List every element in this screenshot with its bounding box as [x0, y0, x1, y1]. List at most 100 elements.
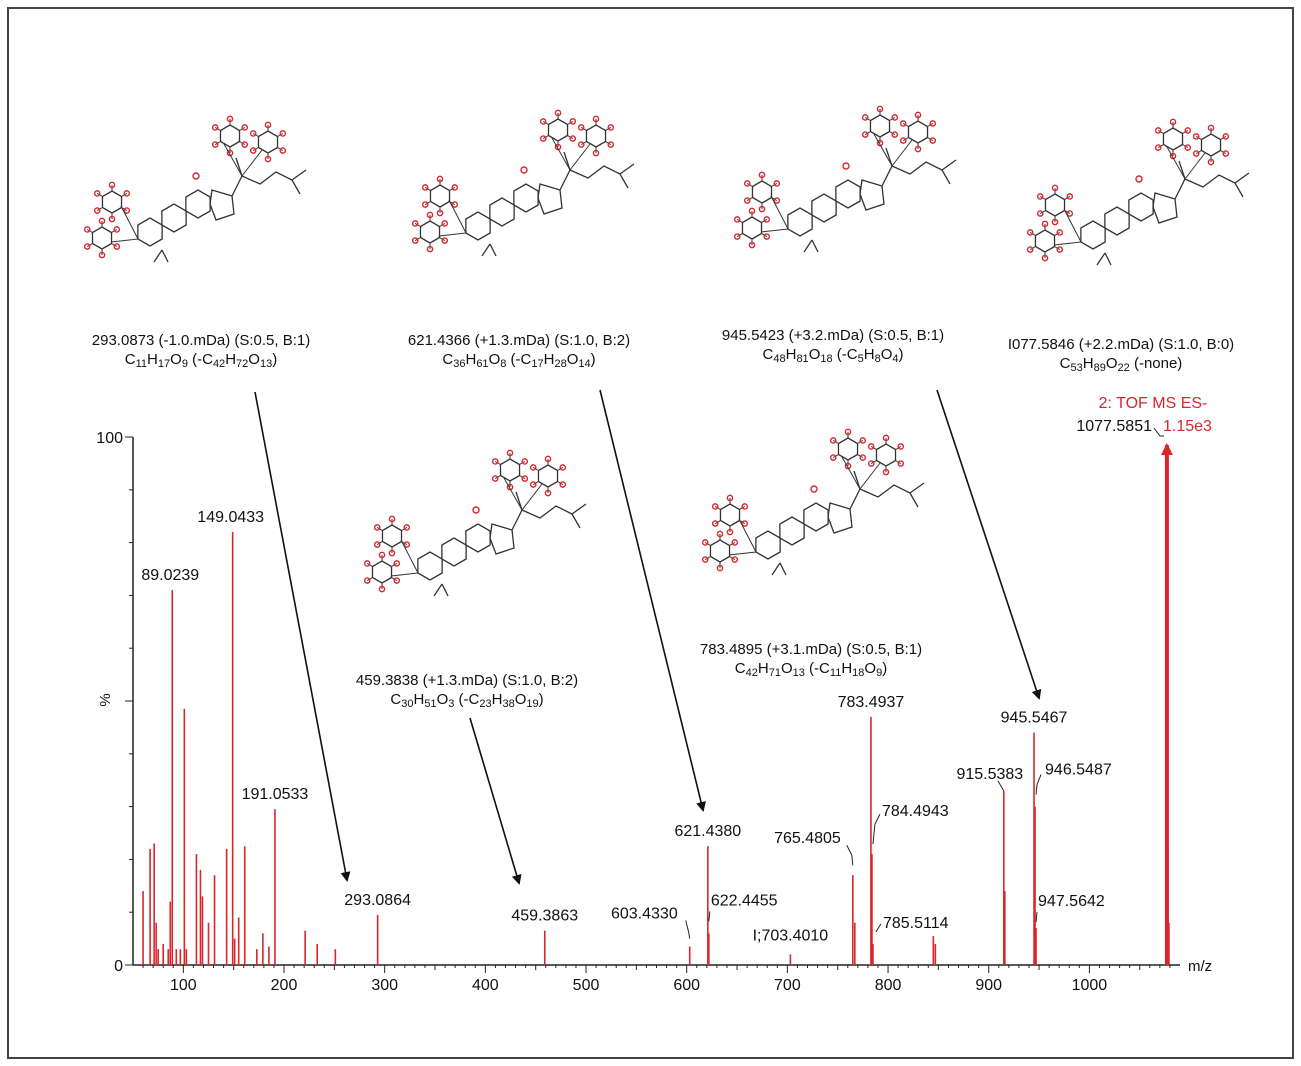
sugar-ring	[751, 180, 773, 204]
annotation-621: 621.4366 (+1.3.mDa) (S:1.0, B:2) C36H61O…	[374, 331, 664, 370]
oxygen-atom	[441, 237, 449, 244]
oxygen-atom	[1192, 133, 1200, 140]
glycosidic-bond	[110, 238, 139, 243]
oxygen-atom	[421, 201, 429, 208]
y-tick-label: 0	[114, 958, 123, 975]
oxygen-atom	[577, 141, 585, 148]
oxygen-atom	[411, 237, 419, 244]
oxygen-atom	[264, 121, 272, 129]
x-tick-label: 600	[673, 977, 700, 994]
glycoside-structure	[411, 109, 635, 257]
carbon-ring	[417, 551, 443, 581]
molecular-structures	[83, 105, 1250, 597]
oxygen-atom	[83, 243, 91, 250]
figure-frame	[7, 7, 1294, 1059]
base-peak-label: 1077.5851	[1076, 418, 1152, 435]
oxygen-atom	[882, 468, 890, 476]
oxygen-atom	[241, 124, 249, 131]
carbon-ring	[1128, 192, 1154, 222]
annotation-783-mass: 783.4895 (+3.1.mDa) (S:0.5, B:1)	[699, 641, 923, 658]
oxygen-atom	[1169, 118, 1177, 126]
oxygen-atom	[773, 180, 781, 187]
sugar-ring	[547, 118, 569, 142]
carbon-ring	[489, 197, 515, 227]
sugar-ring	[1034, 229, 1056, 253]
annotation-621-formula: C36H61O8 (-C17H28O14)	[442, 351, 596, 370]
peak-label: 784.4943	[882, 803, 949, 820]
oxygen-atom	[701, 556, 709, 563]
methyl-bond	[571, 503, 587, 515]
legend-title: 2: TOF MS ES-	[1099, 395, 1208, 412]
oxygen-atom	[1207, 158, 1215, 166]
oxygen-atom	[249, 130, 257, 137]
intensity-max-label: 1.15e3	[1163, 418, 1212, 435]
peaks	[142, 443, 1173, 965]
carbon-ring	[137, 217, 163, 247]
peak-label: 149.0433	[197, 509, 264, 526]
x-axis-label: m/z	[1188, 958, 1212, 975]
sugar-ring	[837, 437, 859, 461]
sugar-ring	[741, 216, 763, 240]
oxygen-atom	[264, 155, 272, 163]
peak-label: I;703.4010	[753, 927, 829, 944]
peak-label-leader	[997, 780, 1005, 792]
oxygen-atom	[733, 216, 741, 223]
glycosidic-bond	[503, 477, 523, 511]
oxygen-atom	[520, 166, 528, 174]
base-peak-leader	[1153, 427, 1164, 437]
oxygen-atom	[388, 515, 396, 523]
oxygen-atom	[899, 137, 907, 144]
oxygen-atom	[726, 528, 734, 536]
side-chain	[511, 505, 581, 531]
oxygen-atom	[733, 233, 741, 240]
carbon-ring	[811, 193, 837, 223]
oxygen-atom	[98, 251, 106, 259]
oxygen-atom	[899, 120, 907, 127]
sugar-ring	[875, 443, 897, 467]
oxygen-atom	[363, 577, 371, 584]
side-chain	[231, 171, 301, 197]
peak-label: 946.5487	[1045, 762, 1112, 779]
sugar-ring	[499, 458, 521, 482]
carbon-ring	[827, 502, 853, 534]
carbon-ring	[185, 189, 211, 219]
annotation-1077: I077.5846 (+2.2.mDa) (S:1.0, B:0) C53H89…	[976, 335, 1266, 374]
methyl-bond	[853, 470, 861, 490]
sugar-ring	[371, 560, 393, 584]
oxygen-atom	[83, 226, 91, 233]
x-tick-label: 100	[170, 977, 197, 994]
peak-label: 191.0533	[242, 786, 309, 803]
oxygen-atom	[748, 207, 756, 215]
oxygen-atom	[867, 443, 875, 450]
sugar-ring	[219, 124, 241, 148]
peak-label: 785.5114	[883, 915, 949, 932]
oxygen-atom	[1222, 150, 1230, 157]
methyl-bond	[619, 163, 635, 175]
sugar-ring	[429, 184, 451, 208]
sugar-ring	[381, 524, 403, 548]
oxygen-atom	[1051, 184, 1059, 192]
fragment-arrow	[936, 389, 1042, 700]
methyl-bond	[771, 562, 781, 576]
methyl-bond	[235, 157, 243, 177]
oxygen-atom	[859, 454, 867, 461]
fragment-arrow	[469, 717, 522, 885]
carbon-ring	[489, 523, 515, 555]
oxygen-atom	[716, 564, 724, 572]
methyl-bond	[885, 147, 893, 167]
glycosidic-bond	[770, 195, 789, 230]
side-chain	[881, 161, 951, 187]
glycoside-structure	[733, 105, 957, 253]
oxygen-atom	[451, 184, 459, 191]
oxygen-atom	[592, 149, 600, 157]
oxygen-atom	[403, 541, 411, 548]
oxygen-atom	[411, 220, 419, 227]
x-tick-label: 800	[875, 977, 902, 994]
methyl-bond	[489, 243, 497, 257]
x-tick-label: 200	[271, 977, 298, 994]
glycosidic-bond	[438, 232, 467, 237]
glycoside-structure	[363, 449, 587, 597]
oxygen-atom	[1026, 229, 1034, 236]
glycosidic-bond	[390, 572, 419, 577]
oxygen-atom	[891, 114, 899, 121]
